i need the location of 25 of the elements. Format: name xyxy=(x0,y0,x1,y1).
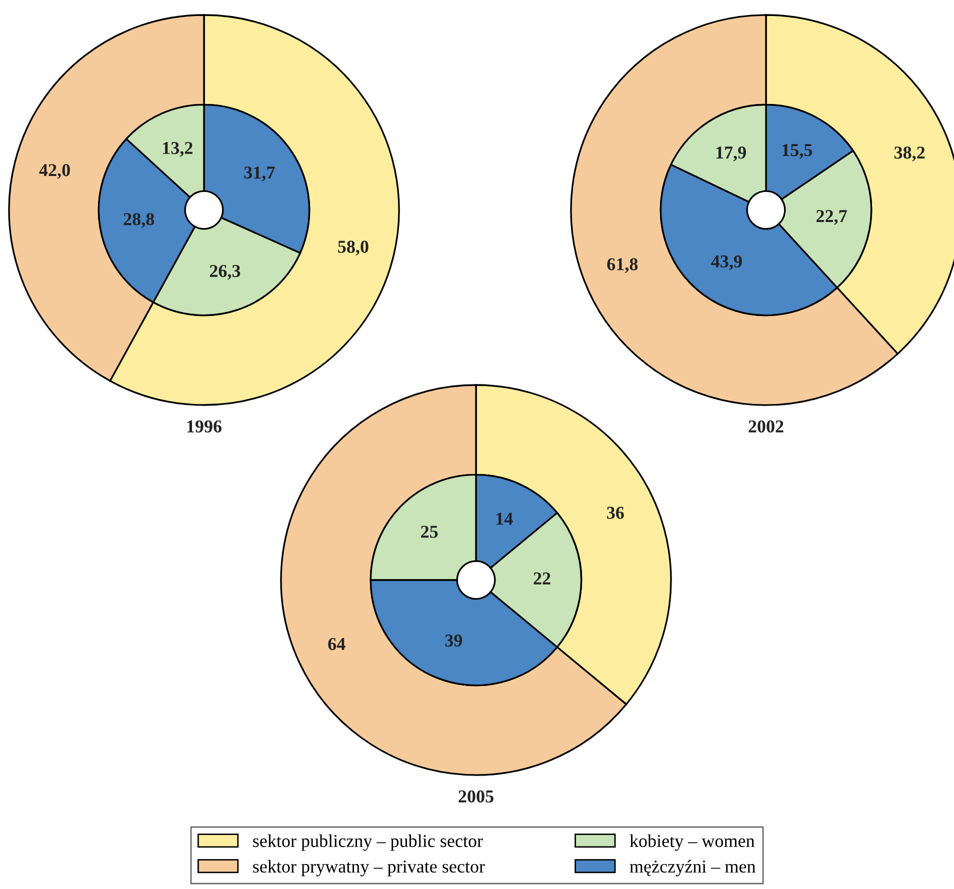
legend-label: sektor prywatny – private sector xyxy=(253,860,485,876)
text: 2002 xyxy=(748,420,784,433)
data-label: 25 xyxy=(421,526,438,538)
data-label: 61,8 xyxy=(607,258,638,273)
data-label: 14 xyxy=(496,512,513,525)
data-label: 22,7 xyxy=(816,210,847,225)
data-label: 39 xyxy=(445,634,462,647)
data-label: 64 xyxy=(328,638,346,650)
data-label: 38,2 xyxy=(894,146,925,162)
data-label: 28,8 xyxy=(124,213,154,228)
text: 1996 xyxy=(187,420,222,433)
data-label: 43,9 xyxy=(711,255,742,270)
data-label: 13,2 xyxy=(163,142,192,157)
legend-label: mężczyźni – men xyxy=(630,860,756,876)
data-label: 26,3 xyxy=(210,264,240,280)
text: 2005 xyxy=(458,790,494,803)
data-label: 36 xyxy=(607,506,624,519)
data-label: 31,7 xyxy=(244,166,275,182)
legend-label: kobiety – women xyxy=(630,834,755,851)
data-label: 22 xyxy=(534,572,550,584)
data-label: 17,9 xyxy=(716,146,746,162)
data-label: 58,0 xyxy=(338,240,368,256)
data-label: 15,5 xyxy=(782,144,812,159)
legend-label: sektor publiczny – public sector xyxy=(253,834,483,851)
data-label: 42,0 xyxy=(39,164,70,179)
